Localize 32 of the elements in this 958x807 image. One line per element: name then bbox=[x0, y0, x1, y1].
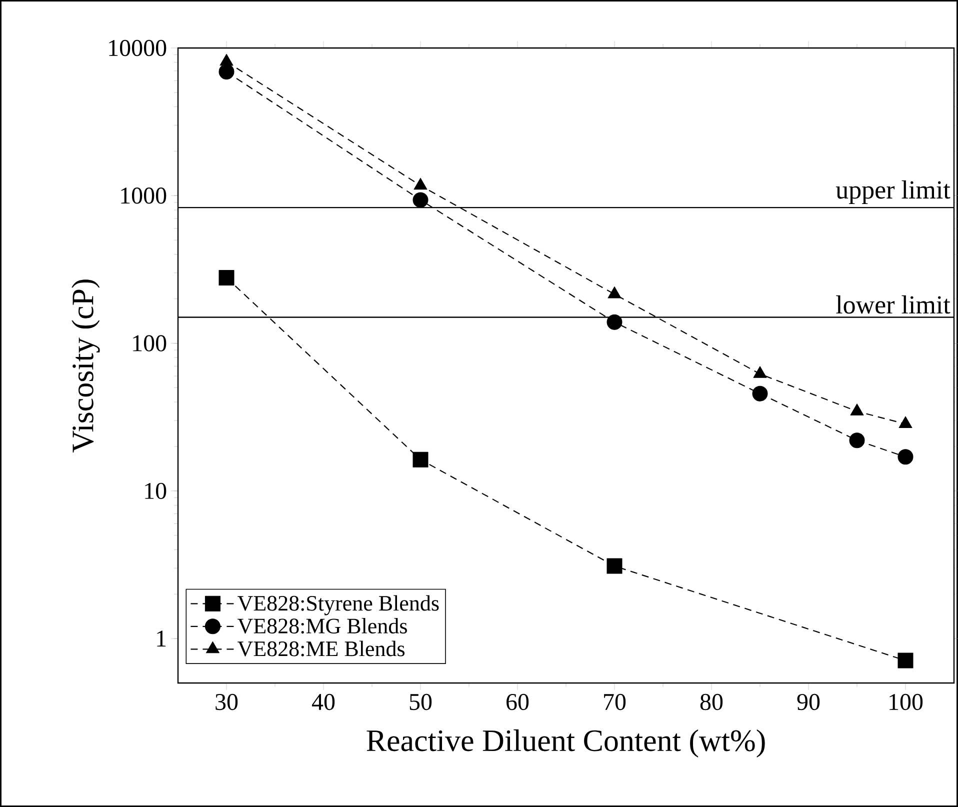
y-axis-title: Viscosity (cP) bbox=[72, 280, 100, 452]
x-axis-title: Reactive Diluent Content (wt%) bbox=[366, 729, 765, 758]
y-tick-label: 10000 bbox=[109, 40, 166, 56]
x-tick-label: 50 bbox=[410, 694, 432, 710]
legend-label: VE828:MG Blends bbox=[238, 618, 407, 634]
y-tick-label: 10 bbox=[145, 482, 166, 500]
ref-line-label: lower limit bbox=[836, 295, 950, 314]
point bbox=[898, 652, 914, 668]
point bbox=[752, 386, 768, 402]
x-tick-label: 70 bbox=[604, 694, 626, 710]
legend-label: VE828:ME Blends bbox=[238, 640, 404, 656]
point bbox=[218, 64, 234, 80]
x-tick-label: 100 bbox=[890, 694, 923, 710]
point bbox=[898, 449, 914, 465]
x-tick-label: 60 bbox=[506, 694, 529, 710]
x-tick-label: 90 bbox=[797, 694, 820, 710]
point bbox=[849, 432, 865, 448]
point bbox=[606, 558, 622, 574]
legend-label: VE828:Styrene Blends bbox=[238, 595, 439, 616]
x-tick-label: 30 bbox=[216, 694, 238, 710]
point bbox=[606, 314, 622, 330]
y-tick-label: 1 bbox=[157, 630, 166, 646]
point bbox=[414, 178, 428, 190]
point bbox=[220, 54, 234, 66]
point bbox=[218, 270, 234, 286]
ref-line-label: upper limit bbox=[836, 180, 950, 204]
y-tick-label: 1000 bbox=[121, 188, 166, 204]
point bbox=[412, 192, 428, 208]
y-tick-label: 100 bbox=[133, 335, 166, 352]
x-tick-label: 40 bbox=[312, 694, 335, 710]
x-tick-label: 80 bbox=[700, 694, 723, 710]
point bbox=[412, 452, 428, 468]
